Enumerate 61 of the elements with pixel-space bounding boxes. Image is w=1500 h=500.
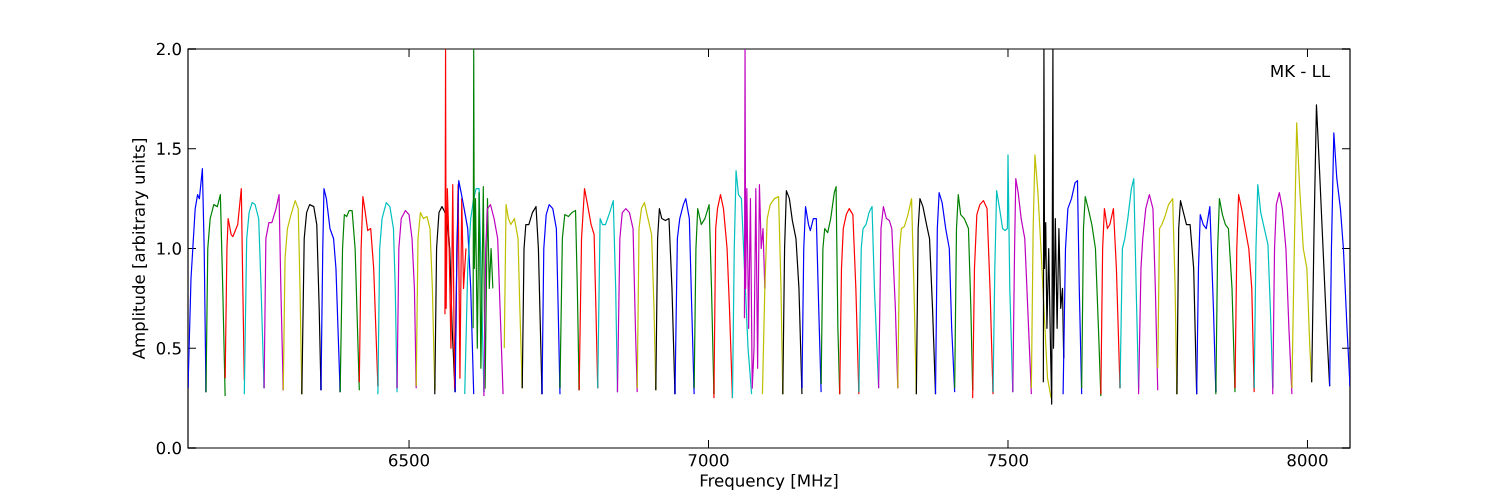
line-series <box>243 202 265 395</box>
line-series <box>224 188 245 381</box>
line-series <box>839 208 860 395</box>
line-series <box>954 194 974 391</box>
line-series <box>1030 154 1052 399</box>
x-tick-label: 7500 <box>988 453 1028 467</box>
line-series <box>559 210 580 391</box>
line-series <box>1100 208 1121 395</box>
annotation: MK - LL <box>1271 64 1331 78</box>
y-axis-title: Amplitude [arbitrary units] <box>132 139 149 360</box>
line-series <box>377 202 398 395</box>
line-series <box>1137 194 1159 395</box>
line-series <box>339 210 360 393</box>
line-series <box>444 49 467 389</box>
y-tick-label: 2.0 <box>156 42 181 56</box>
line-series <box>1253 184 1274 389</box>
line-series <box>616 208 638 393</box>
line-series <box>1196 206 1217 395</box>
line-series <box>1272 192 1293 395</box>
line-series <box>1291 122 1313 389</box>
line-series <box>396 210 417 389</box>
line-series <box>472 49 494 389</box>
line-series <box>1215 198 1236 395</box>
x-tick-label: 6500 <box>389 453 430 467</box>
line-series <box>454 180 475 395</box>
x-tick-label: 7000 <box>688 453 729 467</box>
line-series <box>320 188 341 393</box>
y-tick-label: 1.5 <box>157 142 181 155</box>
line-series <box>1012 178 1032 395</box>
y-tick-label: 1.0 <box>157 242 181 255</box>
line-series <box>483 204 504 397</box>
line-series <box>992 154 1014 393</box>
line-series <box>915 198 937 395</box>
line-series <box>503 204 523 389</box>
y-tick-label: 0.0 <box>156 441 181 455</box>
line-series <box>801 206 822 393</box>
x-tick-label: 8000 <box>1287 453 1328 467</box>
line-series <box>1176 200 1198 395</box>
line-series <box>761 196 784 395</box>
line-series <box>674 198 695 395</box>
line-series <box>1081 196 1102 397</box>
y-tick-label: 0.5 <box>156 341 181 355</box>
line-series <box>743 49 766 389</box>
line-series <box>713 194 734 399</box>
line-series <box>782 190 803 395</box>
line-series <box>858 206 880 393</box>
line-series <box>636 202 657 391</box>
line-series <box>1234 194 1255 393</box>
line-series <box>878 206 899 389</box>
line-series <box>731 170 753 399</box>
line-series <box>263 194 284 391</box>
line-series <box>578 188 599 391</box>
line-series <box>972 200 994 399</box>
x-axis-title: Frequency [MHz] <box>700 473 838 491</box>
line-series <box>301 204 322 395</box>
line-series <box>934 192 956 395</box>
line-series <box>541 204 561 395</box>
line-series <box>1329 132 1350 387</box>
line-series <box>1062 180 1083 395</box>
line-series <box>1119 178 1140 389</box>
line-series <box>205 194 226 397</box>
